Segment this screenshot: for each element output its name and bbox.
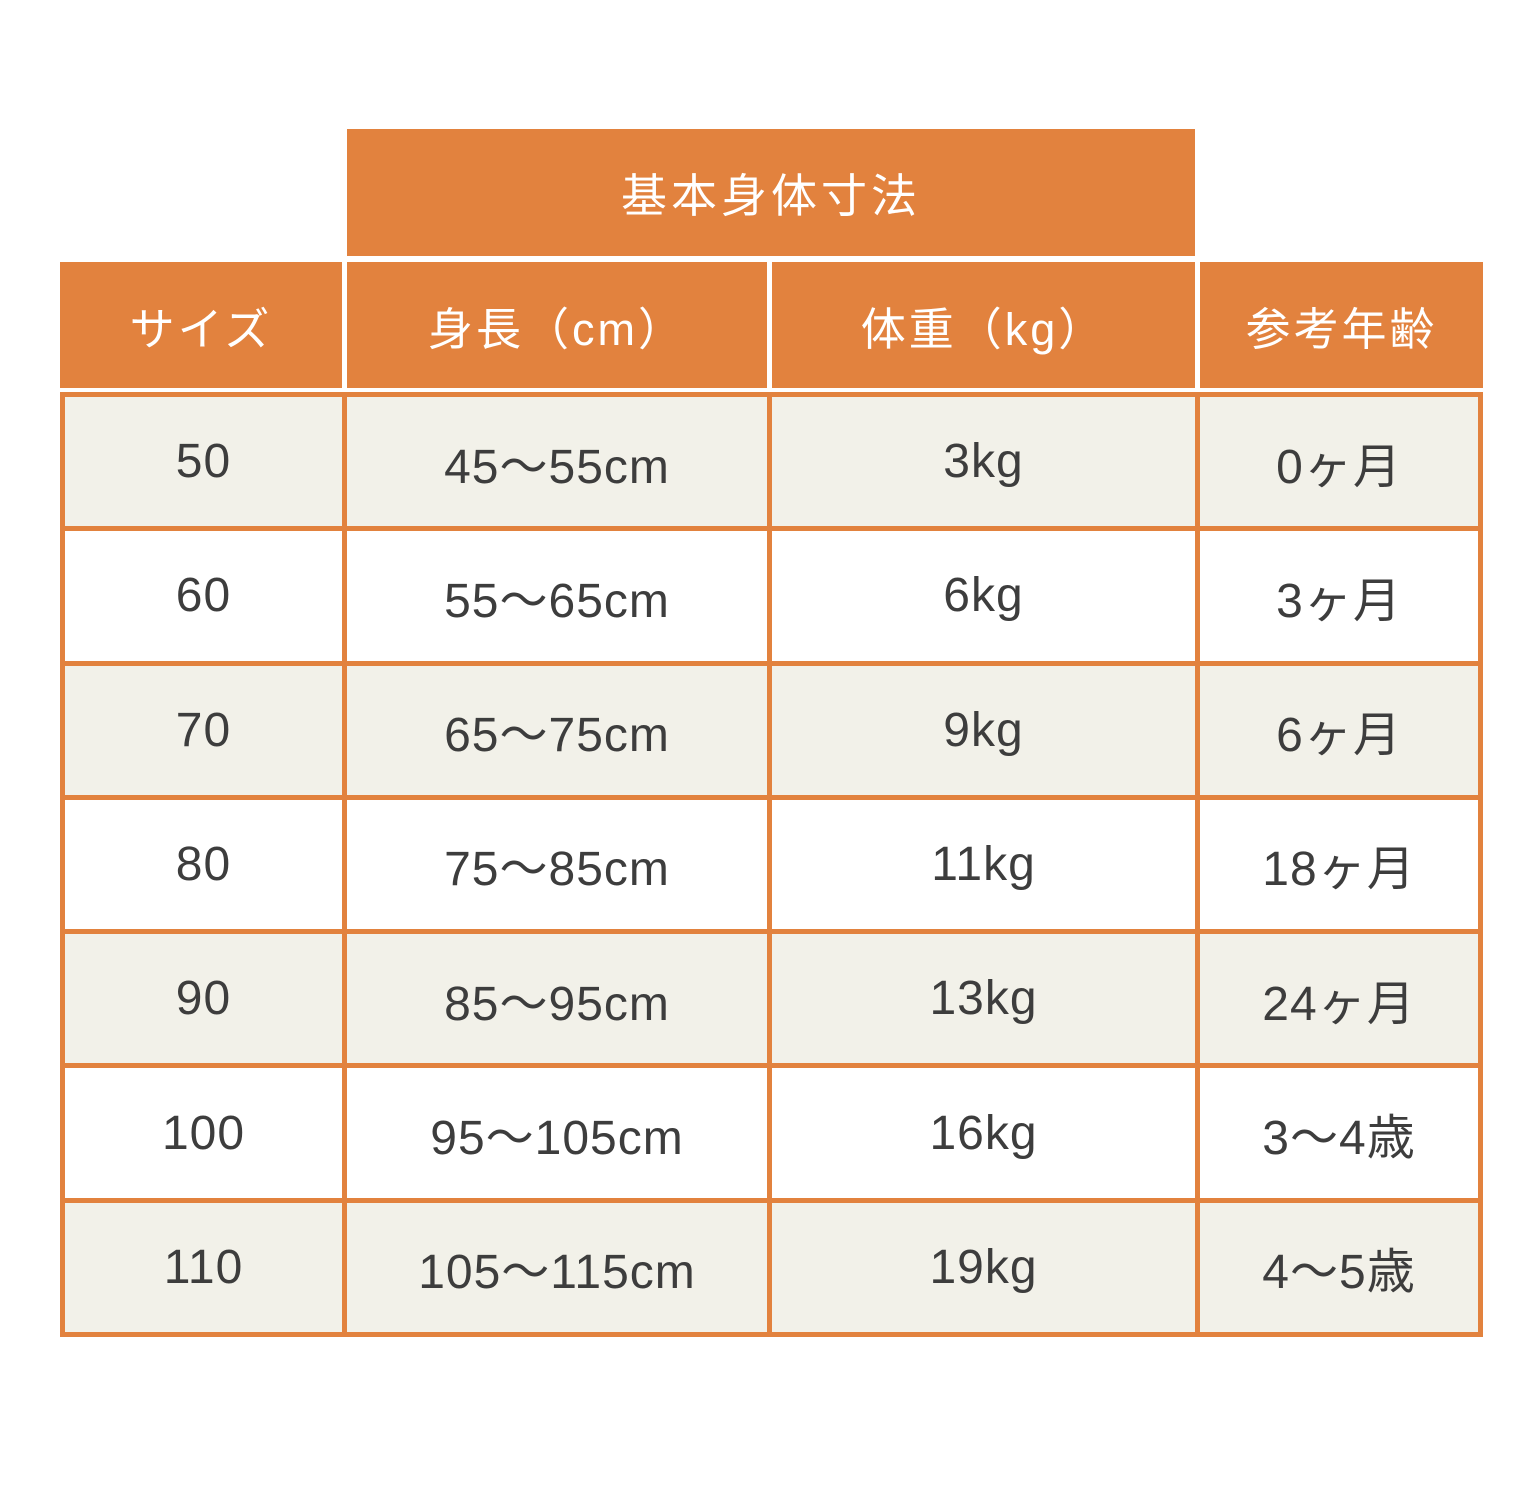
cell-size: 90 xyxy=(65,934,342,1064)
table-banner: 基本身体寸法 xyxy=(347,129,1195,256)
cell-age: 3ヶ月 xyxy=(1200,531,1478,661)
cell-weight: 3kg xyxy=(772,397,1195,527)
cell-height: 45〜55cm xyxy=(347,397,767,527)
column-header-height: 身長（cm） xyxy=(347,262,767,388)
cell-age: 24ヶ月 xyxy=(1200,934,1478,1064)
table-header-row: サイズ 身長（cm） 体重（kg） 参考年齢 xyxy=(60,262,1483,388)
cell-age: 18ヶ月 xyxy=(1200,799,1478,930)
table-row: 80 75〜85cm 11kg 18ヶ月 xyxy=(65,799,1478,930)
cell-age: 4〜5歳 xyxy=(1200,1202,1478,1332)
banner-title: 基本身体寸法 xyxy=(621,169,921,222)
column-header-weight: 体重（kg） xyxy=(772,262,1195,388)
cell-weight: 16kg xyxy=(772,1068,1195,1198)
cell-size: 100 xyxy=(65,1068,342,1198)
table-row: 110 105〜115cm 19kg 4〜5歳 xyxy=(65,1202,1478,1332)
cell-weight: 13kg xyxy=(772,934,1195,1064)
cell-height: 95〜105cm xyxy=(347,1068,767,1198)
table-body: 50 45〜55cm 3kg 0ヶ月 60 55〜65cm 6kg 3ヶ月 70… xyxy=(60,392,1483,1337)
cell-weight: 19kg xyxy=(772,1202,1195,1332)
cell-age: 3〜4歳 xyxy=(1200,1068,1478,1198)
cell-height: 55〜65cm xyxy=(347,531,767,661)
cell-size: 70 xyxy=(65,665,342,795)
table-row: 60 55〜65cm 6kg 3ヶ月 xyxy=(65,531,1478,661)
cell-size: 80 xyxy=(65,799,342,930)
table-row: 70 65〜75cm 9kg 6ヶ月 xyxy=(65,665,1478,795)
cell-height: 75〜85cm xyxy=(347,799,767,930)
cell-weight: 6kg xyxy=(772,531,1195,661)
cell-size: 110 xyxy=(65,1202,342,1332)
column-header-size: サイズ xyxy=(60,262,342,388)
column-header-age: 参考年齢 xyxy=(1200,262,1483,388)
cell-height: 65〜75cm xyxy=(347,665,767,795)
table-row: 90 85〜95cm 13kg 24ヶ月 xyxy=(65,934,1478,1064)
cell-size: 50 xyxy=(65,397,342,527)
cell-weight: 9kg xyxy=(772,665,1195,795)
cell-age: 0ヶ月 xyxy=(1200,397,1478,527)
cell-height: 105〜115cm xyxy=(347,1202,767,1332)
cell-height: 85〜95cm xyxy=(347,934,767,1064)
cell-age: 6ヶ月 xyxy=(1200,665,1478,795)
table-row: 50 45〜55cm 3kg 0ヶ月 xyxy=(65,397,1478,527)
cell-weight: 11kg xyxy=(772,799,1195,930)
table-row: 100 95〜105cm 16kg 3〜4歳 xyxy=(65,1068,1478,1198)
cell-size: 60 xyxy=(65,531,342,661)
